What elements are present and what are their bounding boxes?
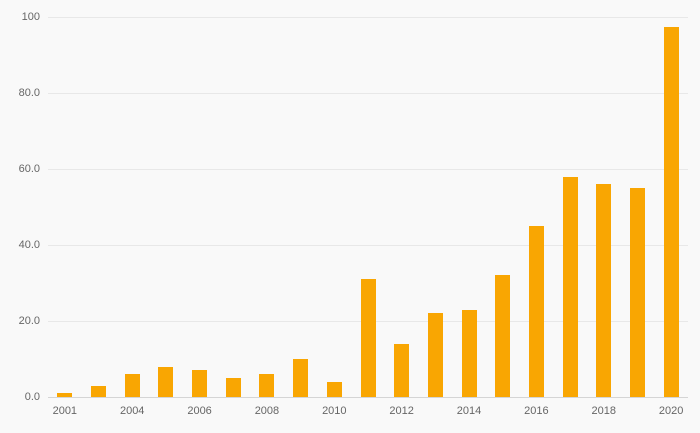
bar-2015[interactable] [495,275,511,397]
bar-2009[interactable] [293,359,309,397]
gridline-100 [48,17,688,18]
y-axis-label: 100 [21,11,40,23]
x-axis-label-2016: 2016 [524,405,549,417]
bar-2005[interactable] [158,366,174,397]
bar-2018[interactable] [596,184,612,397]
bar-2011[interactable] [360,279,376,397]
bar-2019[interactable] [629,188,645,397]
y-axis-label: 0.0 [24,391,40,403]
x-axis-label-2004: 2004 [119,405,145,417]
y-axis-label: 40.0 [18,239,40,251]
y-axis-label: 80.0 [18,87,40,99]
x-axis-label-2008: 2008 [254,405,280,417]
bar-2020[interactable] [663,26,679,397]
y-axis-label: 60.0 [18,163,40,175]
x-axis-label-2020: 2020 [658,405,684,417]
bar-2001[interactable] [57,393,73,397]
bar-2017[interactable] [562,176,578,397]
bar-2004[interactable] [124,374,140,397]
x-axis-label-2012: 2012 [389,405,414,417]
bar-2010[interactable] [326,381,342,397]
gridline-0.0 [48,397,688,398]
x-axis-label-2001: 2001 [52,405,78,417]
y-axis-label: 20.0 [18,315,40,327]
bar-2012[interactable] [394,343,410,397]
x-axis-label-2018: 2018 [591,405,617,417]
x-axis-label-2014: 2014 [456,405,482,417]
bar-2006[interactable] [192,370,208,397]
x-axis-label-2010: 2010 [322,405,347,417]
bar-2013[interactable] [427,313,443,397]
bar-2007[interactable] [225,378,241,397]
gridline-40.0 [48,245,688,246]
bar-2008[interactable] [259,374,275,397]
bar-2016[interactable] [528,226,544,397]
x-axis-label-2006: 2006 [187,405,212,417]
gridline-80.0 [48,93,688,94]
bar-2003[interactable] [91,385,107,397]
bar-2014[interactable] [461,309,477,397]
gridline-60.0 [48,169,688,170]
